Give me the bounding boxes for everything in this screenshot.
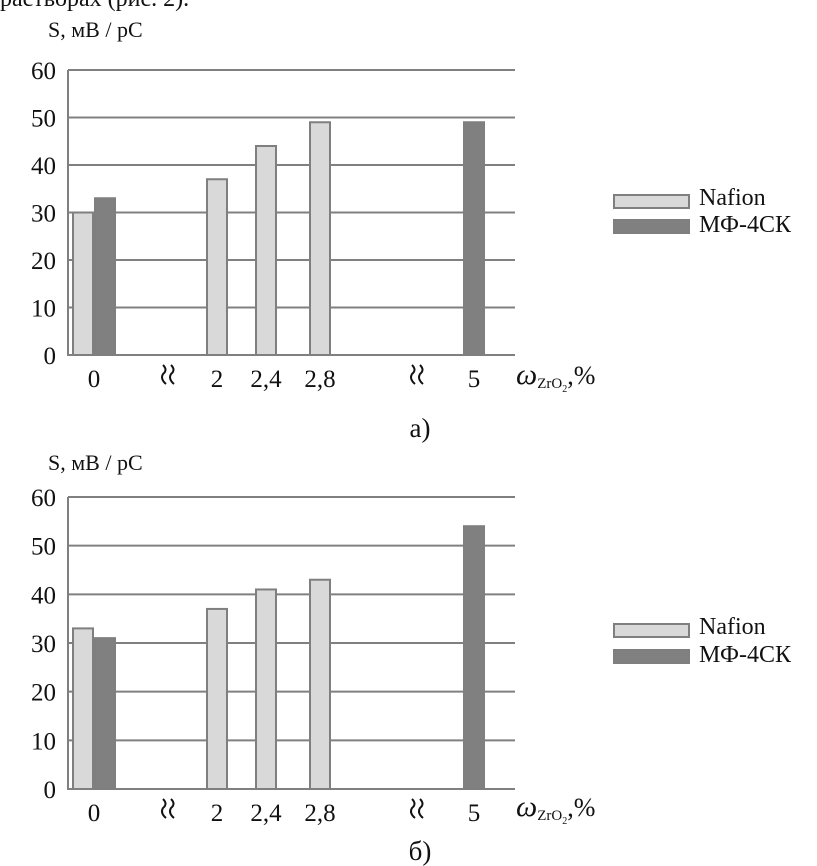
y-tick-label: 0 bbox=[44, 343, 57, 370]
y-tick-label: 30 bbox=[31, 631, 56, 658]
x-axis-label-subscript: ZrO bbox=[537, 376, 562, 392]
axis-break-mark bbox=[410, 798, 416, 819]
y-tick-label: 20 bbox=[31, 680, 56, 707]
x-axis-label-unit: ,% bbox=[567, 361, 595, 390]
panel-label: б) bbox=[409, 836, 432, 866]
y-tick-label: 0 bbox=[44, 777, 57, 804]
legend-swatch-nafion bbox=[613, 623, 690, 638]
x-axis-label-unit: ,% bbox=[567, 793, 595, 822]
axis-break-mark bbox=[418, 364, 424, 385]
x-axis-label-subscript: ZrO bbox=[537, 808, 562, 824]
y-tick-label: 40 bbox=[31, 582, 56, 609]
axis-break-mark bbox=[161, 798, 167, 819]
y-tick-label: 60 bbox=[31, 485, 56, 512]
y-tick-label: 60 bbox=[31, 58, 56, 85]
x-axis-label-symbol: ω bbox=[516, 358, 537, 391]
heading-fragment: растворах (рис. 2). bbox=[0, 0, 189, 13]
bar-nafion bbox=[72, 627, 94, 791]
y-tick-label: 30 bbox=[31, 201, 56, 228]
axis-break-mark bbox=[418, 798, 424, 819]
y-axis-label: S, мВ / pC bbox=[48, 17, 143, 42]
axis-break-mark bbox=[169, 798, 175, 819]
x-tick-label: 0 bbox=[88, 366, 101, 393]
x-axis-label-subscript-index: 2 bbox=[562, 816, 567, 827]
bar-nafion bbox=[309, 121, 331, 356]
legend-label-mf4sk: МФ-4СК bbox=[699, 642, 792, 668]
legend-label-mf4sk: МФ-4СК bbox=[699, 212, 792, 238]
bar-nafion bbox=[206, 607, 228, 791]
legend-swatch-nafion bbox=[613, 194, 690, 209]
axis-break-mark bbox=[169, 364, 175, 385]
x-tick-label: 5 bbox=[468, 800, 481, 827]
axis-break-mark bbox=[410, 364, 416, 385]
x-axis-label: ωZrO2,% bbox=[516, 358, 595, 395]
bar-nafion bbox=[309, 578, 331, 790]
axis-break-mark bbox=[161, 364, 167, 385]
x-tick-label: 0 bbox=[88, 800, 101, 827]
x-tick-label: 5 bbox=[468, 366, 481, 393]
panel-label: а) bbox=[410, 413, 431, 443]
legend-swatch-mf4sk bbox=[613, 219, 690, 234]
x-tick-label: 2 bbox=[211, 800, 224, 827]
x-tick-label: 2,8 bbox=[304, 800, 335, 827]
y-tick-label: 10 bbox=[31, 728, 56, 755]
y-tick-label: 50 bbox=[31, 106, 56, 133]
y-tick-label: 10 bbox=[31, 296, 56, 323]
bar-nafion bbox=[255, 588, 277, 791]
bar-mf4sk bbox=[463, 525, 485, 790]
x-tick-label: 2,4 bbox=[250, 366, 282, 393]
legend-label-nafion: Nafion bbox=[699, 614, 766, 640]
x-tick-label: 2 bbox=[211, 366, 224, 393]
bar-mf4sk bbox=[94, 197, 116, 356]
x-tick-label: 2,4 bbox=[250, 800, 282, 827]
y-tick-label: 50 bbox=[31, 534, 56, 561]
y-tick-label: 40 bbox=[31, 153, 56, 180]
bar-nafion bbox=[255, 145, 277, 356]
bar-nafion bbox=[206, 178, 228, 356]
x-axis-label-subscript-index: 2 bbox=[562, 384, 567, 395]
bar-mf4sk bbox=[463, 121, 485, 356]
x-axis-label-symbol: ω bbox=[516, 790, 537, 823]
y-axis-label: S, мВ / pC bbox=[48, 450, 143, 475]
y-tick-label: 20 bbox=[31, 248, 56, 275]
x-axis-label: ωZrO2,% bbox=[516, 790, 595, 827]
bar-mf4sk bbox=[94, 637, 116, 791]
bar-nafion bbox=[72, 211, 94, 356]
legend-swatch-mf4sk bbox=[613, 649, 690, 664]
legend-label-nafion: Nafion bbox=[699, 185, 766, 211]
x-tick-label: 2,8 bbox=[304, 366, 335, 393]
